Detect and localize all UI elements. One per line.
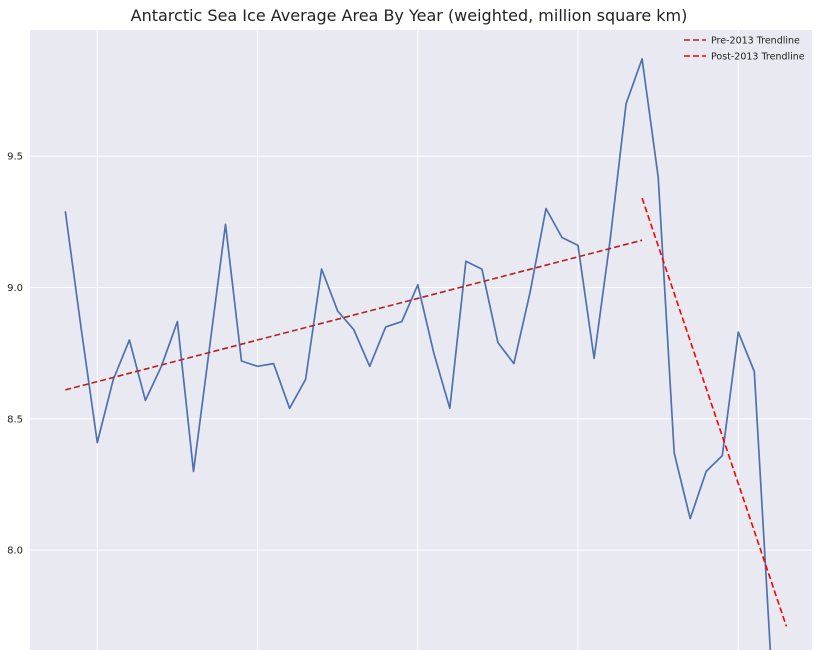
y-tick-labels: 8.0 8.5 9.0 9.5	[7, 152, 23, 557]
series-lines	[64, 58, 788, 650]
legend: Pre-2013 Trendline Post-2013 Trendline	[684, 36, 805, 63]
series-line-area	[64, 58, 772, 650]
y-tick-label: 9.0	[7, 283, 23, 294]
series-line-pre-2013-trendline	[65, 239, 643, 391]
chart-title: Antarctic Sea Ice Average Area By Year (…	[131, 6, 688, 25]
y-tick-label: 9.5	[7, 152, 23, 163]
grid	[30, 30, 812, 650]
series-line-post-2013-trendline	[641, 197, 788, 627]
legend-label: Pre-2013 Trendline	[711, 36, 800, 47]
legend-label: Post-2013 Trendline	[711, 52, 805, 63]
y-tick-label: 8.5	[7, 414, 23, 425]
y-tick-label: 8.0	[7, 546, 23, 557]
plot-area	[30, 30, 812, 650]
